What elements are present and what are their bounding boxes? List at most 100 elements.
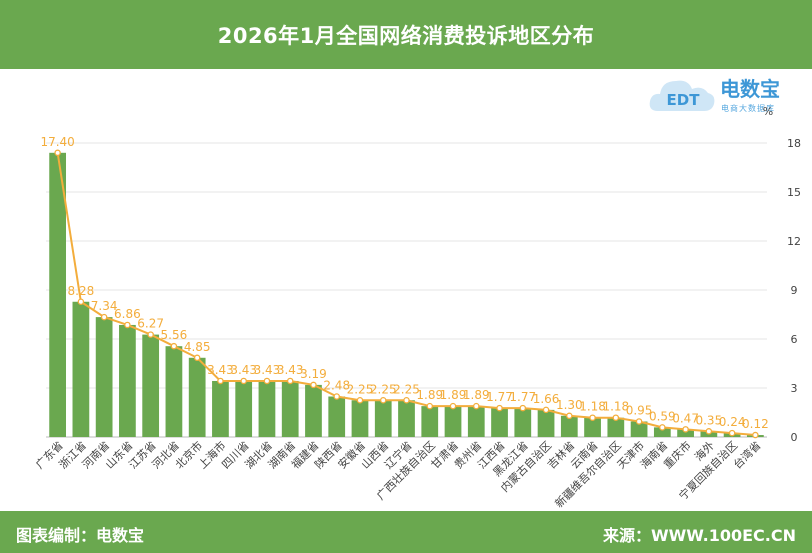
data-label: 0.24 bbox=[719, 415, 746, 429]
data-label: 3.43 bbox=[277, 363, 304, 377]
bar bbox=[212, 380, 229, 437]
trend-point bbox=[426, 402, 434, 410]
bar bbox=[677, 429, 694, 437]
data-label: 0.12 bbox=[742, 417, 769, 431]
trend-point bbox=[519, 404, 527, 412]
trend-point bbox=[310, 381, 317, 389]
trend-point bbox=[705, 428, 713, 435]
bar bbox=[165, 346, 183, 437]
bar bbox=[49, 152, 67, 438]
bar bbox=[119, 324, 136, 437]
trend-point bbox=[542, 406, 550, 414]
bar bbox=[491, 408, 508, 437]
data-label: 6.27 bbox=[137, 317, 164, 331]
bar bbox=[351, 400, 369, 437]
y-tick-label: 12 bbox=[787, 235, 801, 248]
bar bbox=[188, 357, 206, 437]
value-labels: 17.408.287.346.866.275.564.853.433.433.4… bbox=[40, 135, 768, 431]
trend-point bbox=[589, 414, 596, 421]
trend-point bbox=[263, 377, 271, 385]
y-axis-unit: % bbox=[763, 105, 773, 118]
cloud-logo-icon: EDT bbox=[649, 80, 715, 111]
bar bbox=[328, 396, 346, 437]
data-label: 2.25 bbox=[393, 382, 420, 396]
data-label: 1.89 bbox=[440, 388, 467, 402]
data-label: 1.18 bbox=[579, 400, 606, 414]
data-label: 1.77 bbox=[486, 390, 513, 404]
bar bbox=[537, 409, 555, 437]
data-label: 0.59 bbox=[649, 409, 676, 423]
trend-point bbox=[728, 429, 736, 437]
x-axis-labels: 广东省浙江省河南省山东省江苏省河北省北京市上海市四川省湖北省湖南省福建省陕西省安… bbox=[33, 438, 763, 510]
data-label: 7.34 bbox=[91, 299, 118, 313]
footer-source: 来源：WWW.100EC.CN bbox=[602, 526, 796, 545]
bar bbox=[514, 408, 532, 437]
brand-logo: EDT 电数宝 电商大数据库 bbox=[648, 71, 808, 117]
bar bbox=[281, 380, 299, 437]
bar bbox=[467, 406, 485, 437]
data-label: 1.77 bbox=[509, 390, 536, 404]
trend-line bbox=[54, 149, 759, 439]
trend-point bbox=[147, 331, 154, 338]
bar bbox=[653, 427, 671, 437]
data-label: 17.40 bbox=[40, 135, 74, 149]
bar bbox=[584, 417, 601, 437]
bar bbox=[142, 334, 160, 437]
header-bar: 2026年1月全国网络消费投诉地区分布 bbox=[0, 0, 812, 69]
bar bbox=[421, 406, 439, 437]
y-tick-label: 3 bbox=[791, 382, 798, 395]
trend-point bbox=[473, 402, 480, 410]
logo-brand-text: 电数宝 bbox=[720, 77, 780, 101]
trend-point bbox=[217, 377, 224, 385]
bar bbox=[607, 417, 625, 437]
trend-point bbox=[77, 298, 85, 306]
footer-credit: 图表编制：电数宝 bbox=[16, 526, 145, 545]
y-tick-label: 0 bbox=[791, 431, 798, 444]
y-tick-label: 9 bbox=[791, 284, 798, 297]
data-label: 2.48 bbox=[323, 378, 350, 392]
data-label: 2.25 bbox=[347, 382, 374, 396]
bar bbox=[95, 317, 113, 437]
bar bbox=[374, 400, 392, 437]
data-label: 1.89 bbox=[416, 388, 443, 402]
trend-point bbox=[356, 396, 364, 404]
data-label: 3.43 bbox=[230, 363, 257, 377]
y-tick-label: 18 bbox=[787, 137, 801, 150]
data-label: 0.47 bbox=[672, 411, 699, 425]
trend-point bbox=[496, 404, 503, 412]
y-tick-label: 15 bbox=[787, 186, 801, 199]
y-tick-label: 6 bbox=[791, 333, 798, 346]
bar-chart: 17.408.287.346.866.275.564.853.433.433.4… bbox=[33, 105, 801, 510]
trend-point bbox=[752, 431, 759, 439]
trend-point bbox=[170, 342, 178, 350]
bar bbox=[72, 301, 90, 437]
bar bbox=[398, 400, 415, 437]
data-label: 2.25 bbox=[370, 382, 397, 396]
trend-point bbox=[612, 414, 620, 421]
data-label: 1.89 bbox=[463, 388, 490, 402]
data-label: 0.95 bbox=[626, 403, 653, 417]
trend-point bbox=[54, 149, 61, 157]
logo-subtitle: 电商大数据库 bbox=[721, 104, 775, 113]
trend-point bbox=[379, 396, 387, 404]
bar bbox=[258, 380, 276, 437]
data-label: 4.85 bbox=[184, 340, 211, 354]
trend-point bbox=[286, 377, 294, 385]
trend-point bbox=[124, 321, 131, 329]
data-label: 1.18 bbox=[602, 400, 629, 414]
bar bbox=[305, 384, 322, 437]
trend-point bbox=[240, 377, 247, 385]
bars bbox=[49, 152, 764, 438]
data-label: 1.66 bbox=[533, 392, 560, 406]
chart-title: 2026年1月全国网络消费投诉地区分布 bbox=[217, 23, 595, 48]
data-label: 3.43 bbox=[207, 363, 234, 377]
trend-point bbox=[449, 402, 457, 410]
data-label: 8.28 bbox=[68, 284, 95, 298]
data-label: 0.35 bbox=[695, 413, 722, 427]
bar bbox=[630, 421, 648, 437]
data-label: 6.86 bbox=[114, 307, 141, 321]
bar bbox=[235, 380, 253, 437]
bar bbox=[444, 406, 462, 437]
trend-point bbox=[100, 313, 108, 321]
footer-bar: 图表编制：电数宝 来源：WWW.100EC.CN bbox=[0, 511, 812, 553]
